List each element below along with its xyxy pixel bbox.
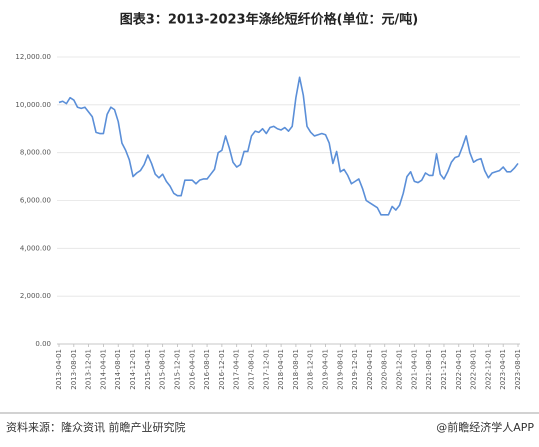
y-tick-label: 4,000.00 — [20, 244, 51, 252]
x-tick-label: 2019-12-01 — [351, 349, 359, 390]
x-tick-label: 2015-08-01 — [159, 349, 167, 390]
x-tick-label: 2013-08-01 — [70, 349, 78, 390]
y-tick-label: 8,000.00 — [20, 149, 51, 157]
x-tick-label: 2023-08-01 — [514, 349, 522, 390]
y-tick-label: 12,000.00 — [15, 53, 51, 61]
x-tick-label: 2016-04-01 — [188, 349, 196, 390]
x-tick-label: 2018-08-01 — [292, 349, 300, 390]
x-tick-label: 2014-08-01 — [114, 349, 122, 390]
x-tick-label: 2015-04-01 — [144, 349, 152, 390]
x-tick-label: 2020-04-01 — [366, 349, 374, 390]
line-series — [58, 76, 519, 216]
x-tick-label: 2013-12-01 — [85, 349, 93, 390]
y-tick-label: 6,000.00 — [20, 197, 51, 205]
y-tick-label: 2,000.00 — [20, 292, 51, 300]
x-tick-label: 2019-04-01 — [322, 349, 330, 390]
chart-title: 图表3：2013-2023年涤纶短纤价格(单位：元/吨) — [120, 12, 418, 28]
x-tick-label: 2017-08-01 — [247, 349, 255, 390]
x-tick-label: 2020-08-01 — [381, 349, 389, 390]
x-tick-label: 2018-12-01 — [307, 349, 315, 390]
x-tick-label: 2016-12-01 — [218, 349, 226, 390]
brand: @前瞻经济学人APP — [436, 420, 534, 434]
x-tick-label: 2014-04-01 — [99, 349, 107, 390]
x-tick-label: 2022-12-01 — [484, 349, 492, 390]
x-tick-label: 2021-04-01 — [410, 349, 418, 390]
x-tick-label: 2015-12-01 — [173, 349, 181, 390]
y-tick-label: 0.00 — [35, 340, 51, 348]
x-tick-label: 2019-08-01 — [336, 349, 344, 390]
x-tick-label: 2016-08-01 — [203, 349, 211, 390]
x-tick-label: 2022-04-01 — [455, 349, 463, 390]
x-tick-label: 2020-12-01 — [396, 349, 404, 390]
x-tick-label: 2017-12-01 — [262, 349, 270, 390]
x-tick-label: 2014-12-01 — [129, 349, 137, 390]
x-tick-label: 2023-04-01 — [499, 349, 507, 390]
x-tick-label: 2021-08-01 — [425, 349, 433, 390]
source: 资料来源：隆众资讯 前瞻产业研究院 — [6, 420, 186, 434]
x-tick-label: 2013-04-01 — [55, 349, 63, 390]
x-tick-label: 2021-12-01 — [440, 349, 448, 390]
x-tick-label: 2018-04-01 — [277, 349, 285, 390]
y-tick-label: 10,000.00 — [15, 101, 51, 109]
x-tick-label: 2017-04-01 — [233, 349, 241, 390]
x-tick-label: 2022-08-01 — [470, 349, 478, 390]
